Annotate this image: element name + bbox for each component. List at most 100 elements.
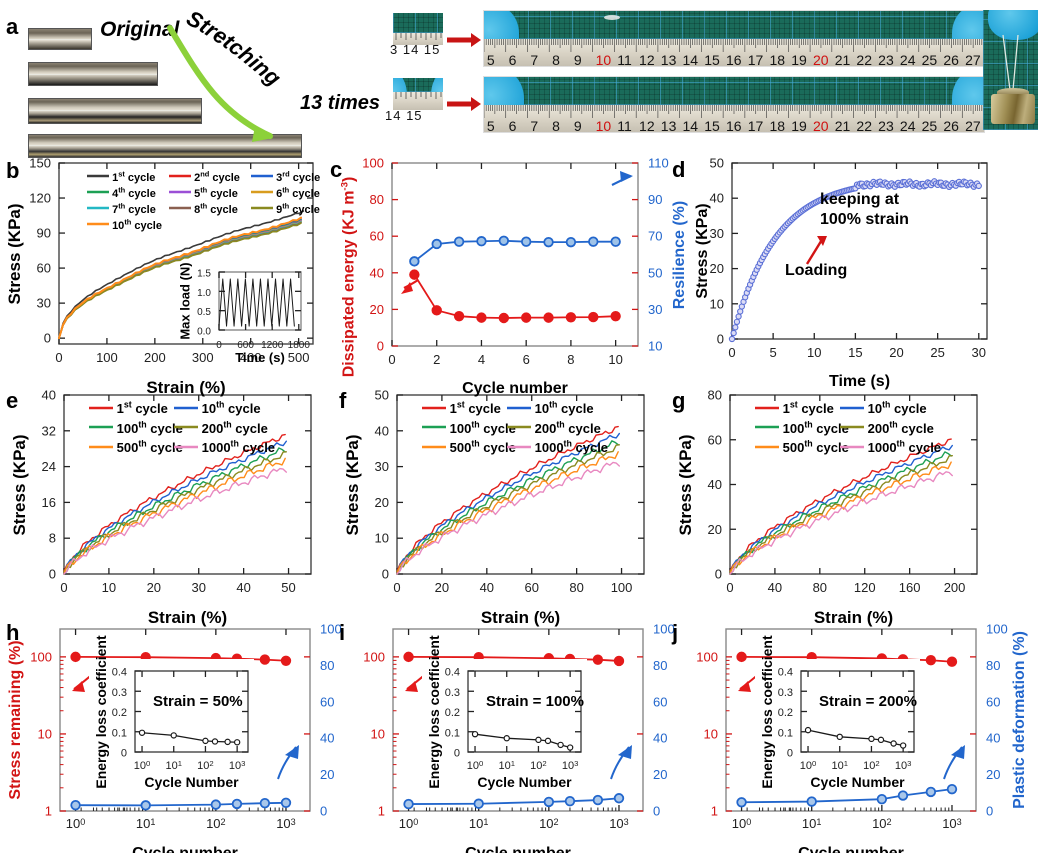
svg-text:25: 25 — [930, 345, 944, 360]
svg-text:60: 60 — [653, 694, 667, 709]
svg-text:1.5: 1.5 — [197, 269, 211, 280]
svg-text:80: 80 — [708, 388, 722, 403]
svg-text:20: 20 — [986, 767, 1000, 782]
svg-text:30: 30 — [972, 345, 986, 360]
svg-text:10: 10 — [375, 531, 389, 546]
svg-text:1: 1 — [378, 804, 385, 819]
svg-text:0.0: 0.0 — [197, 327, 211, 338]
svg-text:0.4: 0.4 — [112, 667, 127, 679]
svg-text:20: 20 — [147, 580, 161, 595]
svg-text:80: 80 — [569, 580, 583, 595]
svg-text:50: 50 — [710, 156, 724, 171]
svg-text:0: 0 — [726, 580, 733, 595]
svg-text:10: 10 — [371, 726, 385, 741]
svg-text:1.0: 1.0 — [197, 288, 211, 299]
svg-text:40: 40 — [708, 477, 722, 492]
svg-text:0.1: 0.1 — [445, 727, 460, 739]
svg-text:0.4: 0.4 — [778, 667, 793, 679]
svg-text:8: 8 — [49, 531, 56, 546]
svg-text:60: 60 — [986, 694, 1000, 709]
svg-text:40: 40 — [320, 731, 334, 746]
svg-text:120: 120 — [854, 580, 876, 595]
svg-text:0: 0 — [121, 748, 127, 760]
svg-text:100: 100 — [96, 350, 118, 365]
svg-text:40: 40 — [480, 580, 494, 595]
svg-text:100: 100 — [362, 156, 384, 171]
svg-text:15: 15 — [848, 345, 862, 360]
svg-text:20: 20 — [435, 580, 449, 595]
svg-text:100: 100 — [611, 580, 633, 595]
svg-text:0: 0 — [717, 332, 724, 347]
svg-text:0: 0 — [653, 804, 660, 819]
svg-text:0.3: 0.3 — [112, 687, 127, 699]
svg-text:120: 120 — [29, 191, 51, 206]
svg-text:10: 10 — [704, 726, 718, 741]
svg-text:0.3: 0.3 — [445, 687, 460, 699]
svg-text:0: 0 — [715, 567, 722, 582]
svg-text:0.4: 0.4 — [445, 667, 460, 679]
svg-text:0.2: 0.2 — [778, 707, 793, 719]
svg-text:150: 150 — [29, 156, 51, 171]
svg-text:10: 10 — [807, 345, 821, 360]
svg-text:0: 0 — [55, 350, 62, 365]
svg-text:1: 1 — [45, 804, 52, 819]
svg-text:160: 160 — [899, 580, 921, 595]
svg-text:24: 24 — [42, 459, 56, 474]
svg-text:0: 0 — [986, 804, 993, 819]
svg-text:80: 80 — [653, 658, 667, 673]
svg-text:0: 0 — [60, 580, 67, 595]
svg-text:20: 20 — [320, 767, 334, 782]
svg-text:80: 80 — [320, 658, 334, 673]
svg-text:0: 0 — [377, 339, 384, 354]
svg-text:100: 100 — [986, 622, 1008, 637]
svg-text:20: 20 — [370, 302, 384, 317]
svg-text:0.1: 0.1 — [778, 727, 793, 739]
svg-text:60: 60 — [37, 261, 51, 276]
svg-text:80: 80 — [813, 580, 827, 595]
svg-text:100: 100 — [696, 649, 718, 664]
svg-text:0: 0 — [393, 580, 400, 595]
svg-text:10: 10 — [38, 726, 52, 741]
svg-text:60: 60 — [708, 432, 722, 447]
svg-text:60: 60 — [524, 580, 538, 595]
svg-text:40: 40 — [375, 423, 389, 438]
svg-text:20: 20 — [653, 767, 667, 782]
svg-text:30: 30 — [375, 459, 389, 474]
svg-text:32: 32 — [42, 423, 56, 438]
svg-text:20: 20 — [889, 345, 903, 360]
svg-text:0.2: 0.2 — [112, 707, 127, 719]
svg-text:5: 5 — [770, 345, 777, 360]
svg-text:16: 16 — [42, 495, 56, 510]
svg-text:0.1: 0.1 — [112, 727, 127, 739]
svg-text:40: 40 — [768, 580, 782, 595]
svg-text:30: 30 — [37, 296, 51, 311]
svg-text:0: 0 — [49, 567, 56, 582]
svg-text:60: 60 — [320, 694, 334, 709]
svg-text:Stretching: Stretching — [183, 8, 287, 91]
svg-text:100: 100 — [363, 649, 385, 664]
svg-text:60: 60 — [370, 229, 384, 244]
svg-text:0: 0 — [382, 567, 389, 582]
svg-text:50: 50 — [281, 580, 295, 595]
svg-text:0: 0 — [728, 345, 735, 360]
svg-text:0: 0 — [454, 748, 460, 760]
svg-text:0: 0 — [44, 331, 51, 346]
svg-text:40: 40 — [42, 388, 56, 403]
svg-text:0.5: 0.5 — [197, 307, 211, 318]
svg-text:200: 200 — [944, 580, 966, 595]
svg-text:100: 100 — [30, 649, 52, 664]
svg-text:0: 0 — [320, 804, 327, 819]
svg-text:300: 300 — [192, 350, 214, 365]
svg-text:40: 40 — [370, 265, 384, 280]
svg-text:10: 10 — [102, 580, 116, 595]
svg-text:40: 40 — [653, 731, 667, 746]
svg-text:20: 20 — [375, 495, 389, 510]
svg-text:80: 80 — [370, 192, 384, 207]
svg-text:0.2: 0.2 — [445, 707, 460, 719]
svg-text:1: 1 — [711, 804, 718, 819]
svg-text:30: 30 — [191, 580, 205, 595]
svg-text:0: 0 — [787, 748, 793, 760]
svg-text:40: 40 — [236, 580, 250, 595]
svg-text:0.3: 0.3 — [778, 687, 793, 699]
svg-text:80: 80 — [986, 658, 1000, 673]
